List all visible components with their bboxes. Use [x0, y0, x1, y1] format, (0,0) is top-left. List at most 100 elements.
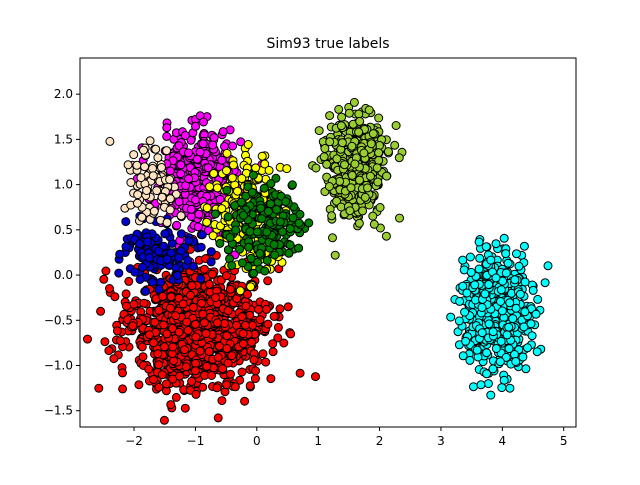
- data-point: [337, 138, 347, 148]
- data-point: [206, 257, 216, 267]
- data-point: [160, 342, 169, 352]
- data-point: [180, 345, 189, 355]
- data-point: [519, 241, 529, 251]
- data-point: [499, 375, 509, 385]
- data-point: [255, 249, 265, 258]
- data-point: [462, 288, 472, 298]
- data-point: [174, 197, 184, 207]
- data-point: [145, 136, 155, 146]
- data-point: [123, 160, 133, 170]
- data-point: [503, 258, 513, 268]
- data-point: [483, 379, 493, 389]
- data-point: [295, 368, 305, 378]
- data-point: [455, 296, 465, 306]
- data-point: [465, 355, 475, 365]
- y-tick-label: 0.0: [54, 268, 73, 282]
- data-point: [368, 129, 378, 139]
- y-tick-label: −1.0: [44, 359, 73, 373]
- data-point: [360, 192, 370, 202]
- data-point: [222, 166, 231, 176]
- data-point: [160, 229, 170, 239]
- data-point: [502, 330, 512, 340]
- data-point: [345, 206, 355, 216]
- data-point: [176, 229, 186, 239]
- data-point: [166, 248, 176, 258]
- data-point: [337, 112, 347, 122]
- data-point: [481, 242, 491, 252]
- data-point: [533, 294, 543, 304]
- data-point: [285, 224, 295, 234]
- data-point: [491, 344, 501, 353]
- data-point: [198, 309, 208, 319]
- data-point: [359, 148, 369, 158]
- data-point: [159, 320, 169, 330]
- data-point: [195, 346, 205, 356]
- data-point: [520, 307, 530, 317]
- data-point: [482, 348, 492, 358]
- data-point: [208, 140, 218, 150]
- x-tick-label: 2: [376, 434, 384, 448]
- data-point: [94, 383, 104, 393]
- data-point: [183, 326, 193, 335]
- data-point: [354, 109, 364, 119]
- data-point: [252, 227, 262, 237]
- data-point: [114, 268, 124, 278]
- data-point: [258, 349, 268, 359]
- data-point: [198, 382, 208, 392]
- data-point: [180, 131, 190, 140]
- data-point: [283, 302, 293, 312]
- data-point: [460, 307, 470, 317]
- data-point: [198, 139, 208, 149]
- data-point: [327, 211, 337, 221]
- y-tick-label: 2.0: [54, 87, 73, 101]
- chart-title: Sim93 true labels: [266, 36, 389, 52]
- data-point: [390, 140, 400, 150]
- points-layer: [83, 97, 553, 425]
- data-point: [202, 361, 212, 371]
- data-point: [465, 252, 475, 262]
- data-point: [245, 381, 255, 391]
- data-point: [269, 240, 279, 249]
- data-point: [199, 117, 208, 127]
- data-point: [261, 357, 271, 367]
- y-tick-label: 0.5: [54, 223, 73, 237]
- data-point: [363, 183, 372, 193]
- data-point: [262, 304, 271, 314]
- data-point: [165, 175, 175, 184]
- data-point: [395, 213, 404, 223]
- data-point: [222, 380, 231, 390]
- x-tick-label: 5: [560, 434, 568, 448]
- data-point: [322, 159, 332, 169]
- data-point: [336, 121, 346, 131]
- data-point: [262, 256, 272, 265]
- data-point: [358, 206, 368, 216]
- data-point: [153, 153, 163, 163]
- data-point: [212, 183, 222, 193]
- data-point: [140, 162, 150, 172]
- data-point: [129, 299, 139, 309]
- data-point: [209, 133, 219, 143]
- data-point: [366, 139, 376, 149]
- x-tick-label: −1: [187, 434, 205, 448]
- data-point: [514, 261, 524, 271]
- data-point: [294, 218, 304, 228]
- data-point: [134, 380, 144, 390]
- data-point: [168, 342, 178, 352]
- data-point: [515, 289, 525, 299]
- data-point: [350, 159, 360, 169]
- data-point: [286, 329, 296, 339]
- data-point: [99, 274, 109, 284]
- data-point: [325, 111, 335, 121]
- data-point: [510, 275, 520, 285]
- data-point: [474, 237, 484, 247]
- data-point: [223, 212, 233, 222]
- data-point: [165, 194, 175, 204]
- data-point: [505, 383, 515, 393]
- data-point: [121, 242, 131, 252]
- data-point: [148, 171, 158, 181]
- data-point: [223, 358, 233, 368]
- data-point: [496, 285, 506, 295]
- data-point: [275, 304, 285, 314]
- data-point: [162, 146, 172, 156]
